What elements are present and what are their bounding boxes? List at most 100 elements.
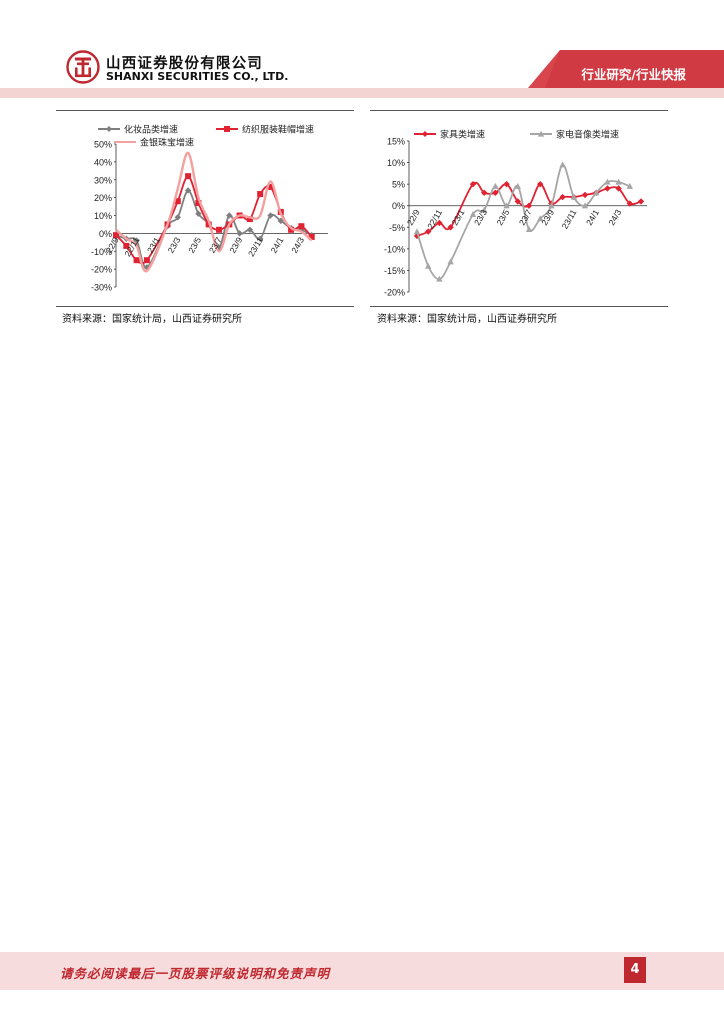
legend-label: 纺织服装鞋帽增速 <box>242 124 314 136</box>
company-name-en: SHANXI SECURITIES CO., LTD. <box>106 70 289 83</box>
y-tick-label: 10% <box>387 158 405 168</box>
x-tick-label: 24/3 <box>289 235 306 255</box>
data-point <box>593 189 600 196</box>
y-tick-label: 20% <box>94 193 112 203</box>
data-point <box>525 226 533 233</box>
chart-left-svg: 50%40%30%20%10%0%-10%-20%-30%22/9 22/11 23… <box>91 124 328 293</box>
data-point <box>257 191 264 198</box>
y-tick-label: 30% <box>94 175 112 185</box>
data-point <box>308 233 315 240</box>
y-tick-label: -5% <box>389 223 405 233</box>
y-tick-label: -30% <box>91 283 112 293</box>
data-point <box>548 202 555 209</box>
page-header: 山西证券股份有限公司 SHANXI SECURITIES CO., LTD. 行… <box>0 0 724 98</box>
data-point <box>195 210 202 217</box>
footer-band <box>0 952 724 990</box>
company-logo-icon <box>66 50 100 84</box>
y-tick-label: -20% <box>91 265 112 275</box>
x-tick-label: 23/9 <box>227 235 244 255</box>
data-point <box>537 215 544 222</box>
chart-right: 15% 10% 5% 0% -5% -10% -15% -20% 22/9 22/11 23/1 23… <box>370 110 668 307</box>
y-tick-label: 15% <box>387 137 405 147</box>
data-point <box>514 182 521 189</box>
x-tick-label: 24/3 <box>606 207 623 227</box>
data-point <box>113 232 119 239</box>
chart-right-svg: 15% 10% 5% 0% -5% -10% -15% -20% 22/9 22/11 23/1 23… <box>384 129 647 298</box>
y-tick-label: -10% <box>91 247 112 257</box>
report-type: 行业研究/行业快报 <box>581 67 686 82</box>
data-point <box>226 212 233 219</box>
x-tick-label: 23/3 <box>472 207 489 227</box>
data-point <box>267 183 274 190</box>
y-tick-label: 5% <box>392 180 405 190</box>
legend-marker <box>422 131 428 137</box>
x-tick-label: 23/1 <box>450 207 467 227</box>
data-point <box>447 224 454 231</box>
data-point <box>436 219 443 227</box>
data-point <box>184 187 192 194</box>
data-point <box>503 180 510 188</box>
legend-label: 家电音像类增速 <box>556 129 619 141</box>
data-point <box>637 198 645 205</box>
series-line <box>115 151 313 273</box>
data-point <box>195 199 202 206</box>
data-point <box>185 173 192 180</box>
source-left: 资料来源：国家统计局，山西证券研究所 <box>62 314 242 325</box>
data-point <box>257 235 264 242</box>
x-tick-label: 23/11 <box>560 207 579 230</box>
page-number: 4 <box>624 957 646 983</box>
data-point <box>174 214 181 221</box>
legend-label: 金银珠宝增速 <box>140 137 194 149</box>
y-tick-label: 0% <box>392 201 405 211</box>
data-point <box>469 210 477 217</box>
y-tick-label: 0% <box>99 229 112 239</box>
data-point <box>174 198 181 205</box>
data-point <box>133 237 140 244</box>
data-point <box>604 185 611 192</box>
x-tick-label: 23/7 <box>517 207 534 227</box>
data-point <box>133 257 140 264</box>
x-tick-label: 23/5 <box>494 207 511 227</box>
data-point <box>246 216 253 223</box>
data-point <box>288 226 295 233</box>
data-point <box>581 202 589 209</box>
data-point <box>425 228 432 235</box>
source-right: 资料来源：国家统计局，山西证券研究所 <box>377 314 557 325</box>
legend-label: 化妆品类增速 <box>124 124 178 136</box>
legend-marker <box>106 126 112 132</box>
y-tick-label: -20% <box>384 288 405 298</box>
data-point <box>581 191 589 199</box>
data-point <box>615 178 622 185</box>
data-point <box>626 182 633 189</box>
data-point <box>447 258 454 265</box>
data-point <box>298 223 305 230</box>
data-point <box>425 262 432 269</box>
x-tick-label: 24/1 <box>269 235 286 255</box>
data-point <box>413 228 421 235</box>
header-band <box>0 50 724 98</box>
x-tick-label: 23/9 <box>539 207 556 227</box>
legend-marker <box>537 130 545 137</box>
x-tick-label: 23/3 <box>166 235 183 255</box>
data-point <box>481 206 488 213</box>
data-point <box>492 182 499 189</box>
data-point <box>436 275 443 282</box>
x-tick-label: 24/1 <box>584 207 601 227</box>
data-point <box>481 189 488 196</box>
data-point <box>246 226 254 233</box>
data-point <box>503 202 510 209</box>
x-tick-label: 23/5 <box>186 235 203 255</box>
y-tick-label: -10% <box>384 244 405 254</box>
data-point <box>469 180 477 188</box>
data-point <box>525 202 533 209</box>
data-point <box>559 161 566 168</box>
y-tick-label: 50% <box>94 140 112 150</box>
data-point <box>123 242 130 249</box>
y-tick-label: -15% <box>384 266 405 276</box>
data-point <box>604 178 611 185</box>
footer-disclaimer-link[interactable]: 请务必阅读最后一页股票评级说明和免责声明 <box>60 966 331 981</box>
data-point <box>570 193 577 200</box>
y-tick-label: 40% <box>94 157 112 167</box>
chart-left: 50% 40% 30% 20% 10% 0% -10% -20% -30% 22/9 22/11 23… <box>56 110 354 307</box>
legend-marker <box>224 126 230 132</box>
